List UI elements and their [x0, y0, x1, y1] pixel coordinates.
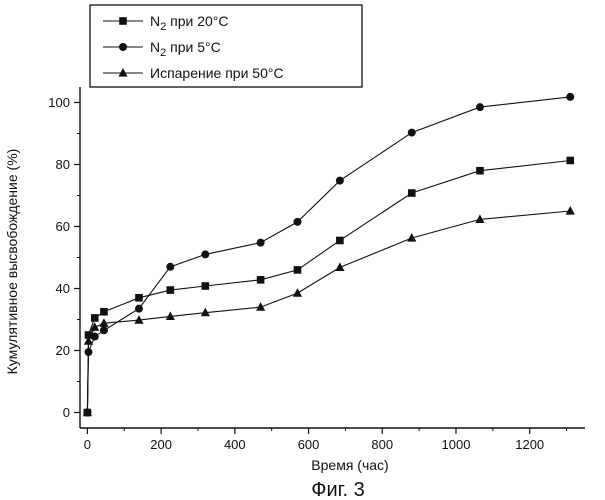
data-point [566, 156, 575, 165]
legend-label: N2 при 20°C [150, 13, 229, 33]
data-point [90, 332, 99, 341]
data-point [166, 262, 175, 271]
data-point [84, 331, 93, 339]
data-point [166, 286, 175, 294]
data-point [134, 304, 143, 313]
y-tick-label: 60 [56, 219, 70, 234]
x-tick-label: 600 [298, 437, 320, 452]
legend-label-rest: при 20°C [166, 13, 228, 29]
x-tick-label: 800 [371, 437, 393, 452]
data-point [83, 336, 94, 345]
legend-label-main: Испарение при 50°C [150, 65, 284, 81]
x-tick-label: 0 [84, 437, 91, 452]
data-point [256, 238, 265, 247]
series-line [86, 96, 571, 413]
x-tick-label: 200 [150, 437, 172, 452]
y-axis-title: Кумулятивное высвобождение (%) [4, 149, 20, 375]
data-point [407, 128, 416, 137]
series-circle [83, 92, 575, 417]
legend-marker [118, 68, 128, 77]
data-point [335, 262, 345, 272]
legend-item: N2 при 5°C [103, 39, 221, 59]
legend-item: N2 при 20°C [103, 13, 229, 33]
data-point [566, 92, 575, 101]
data-point [256, 302, 266, 311]
legend-label-main: N [150, 39, 160, 55]
data-point [100, 307, 108, 316]
data-point [201, 250, 210, 259]
data-point [99, 326, 108, 335]
data-point [90, 314, 99, 322]
y-tick-label: 80 [56, 157, 70, 172]
legend-marker [119, 17, 127, 25]
data-point [256, 276, 265, 284]
series-square [83, 156, 575, 417]
y-tick-label: 40 [56, 281, 70, 296]
data-point [201, 282, 210, 290]
data-point [407, 232, 417, 242]
y-tick-label: 0 [63, 405, 70, 420]
x-axis-title: Время (час) [311, 457, 388, 473]
data-point [293, 266, 302, 274]
data-point [292, 288, 303, 297]
legend-marker [119, 43, 127, 51]
legend-label-subscript: 2 [160, 47, 166, 59]
data-point [565, 206, 575, 215]
data-point [82, 407, 92, 417]
data-point [293, 217, 302, 226]
data-point [335, 176, 344, 185]
x-tick-label: 1000 [442, 437, 471, 452]
legend-label-subscript: 2 [160, 21, 166, 33]
data-point [200, 307, 210, 317]
data-point [165, 311, 175, 320]
legend-label-main: N [150, 13, 160, 29]
data-point [135, 294, 143, 302]
x-tick-label: 1200 [515, 437, 544, 452]
y-tick-label: 100 [48, 95, 70, 110]
legend-item: Испарение при 50°C [103, 65, 284, 81]
y-tick-label: 20 [56, 343, 70, 358]
data-point [475, 103, 484, 112]
series-line [86, 159, 571, 413]
x-tick-label: 400 [224, 437, 246, 452]
series-layer [82, 92, 575, 417]
figure-caption: Фиг. 3 [311, 479, 364, 500]
data-point [90, 322, 100, 331]
data-point [475, 214, 485, 223]
data-point [476, 166, 484, 175]
series-triangle [82, 206, 575, 417]
legend-label-rest: при 5°C [166, 39, 220, 55]
data-point [407, 189, 416, 197]
data-point [99, 318, 109, 327]
legend-label: N2 при 5°C [150, 39, 221, 59]
series-line [86, 210, 571, 413]
data-point [336, 236, 344, 245]
data-point [134, 315, 144, 324]
legend-label: Испарение при 50°C [150, 65, 284, 81]
